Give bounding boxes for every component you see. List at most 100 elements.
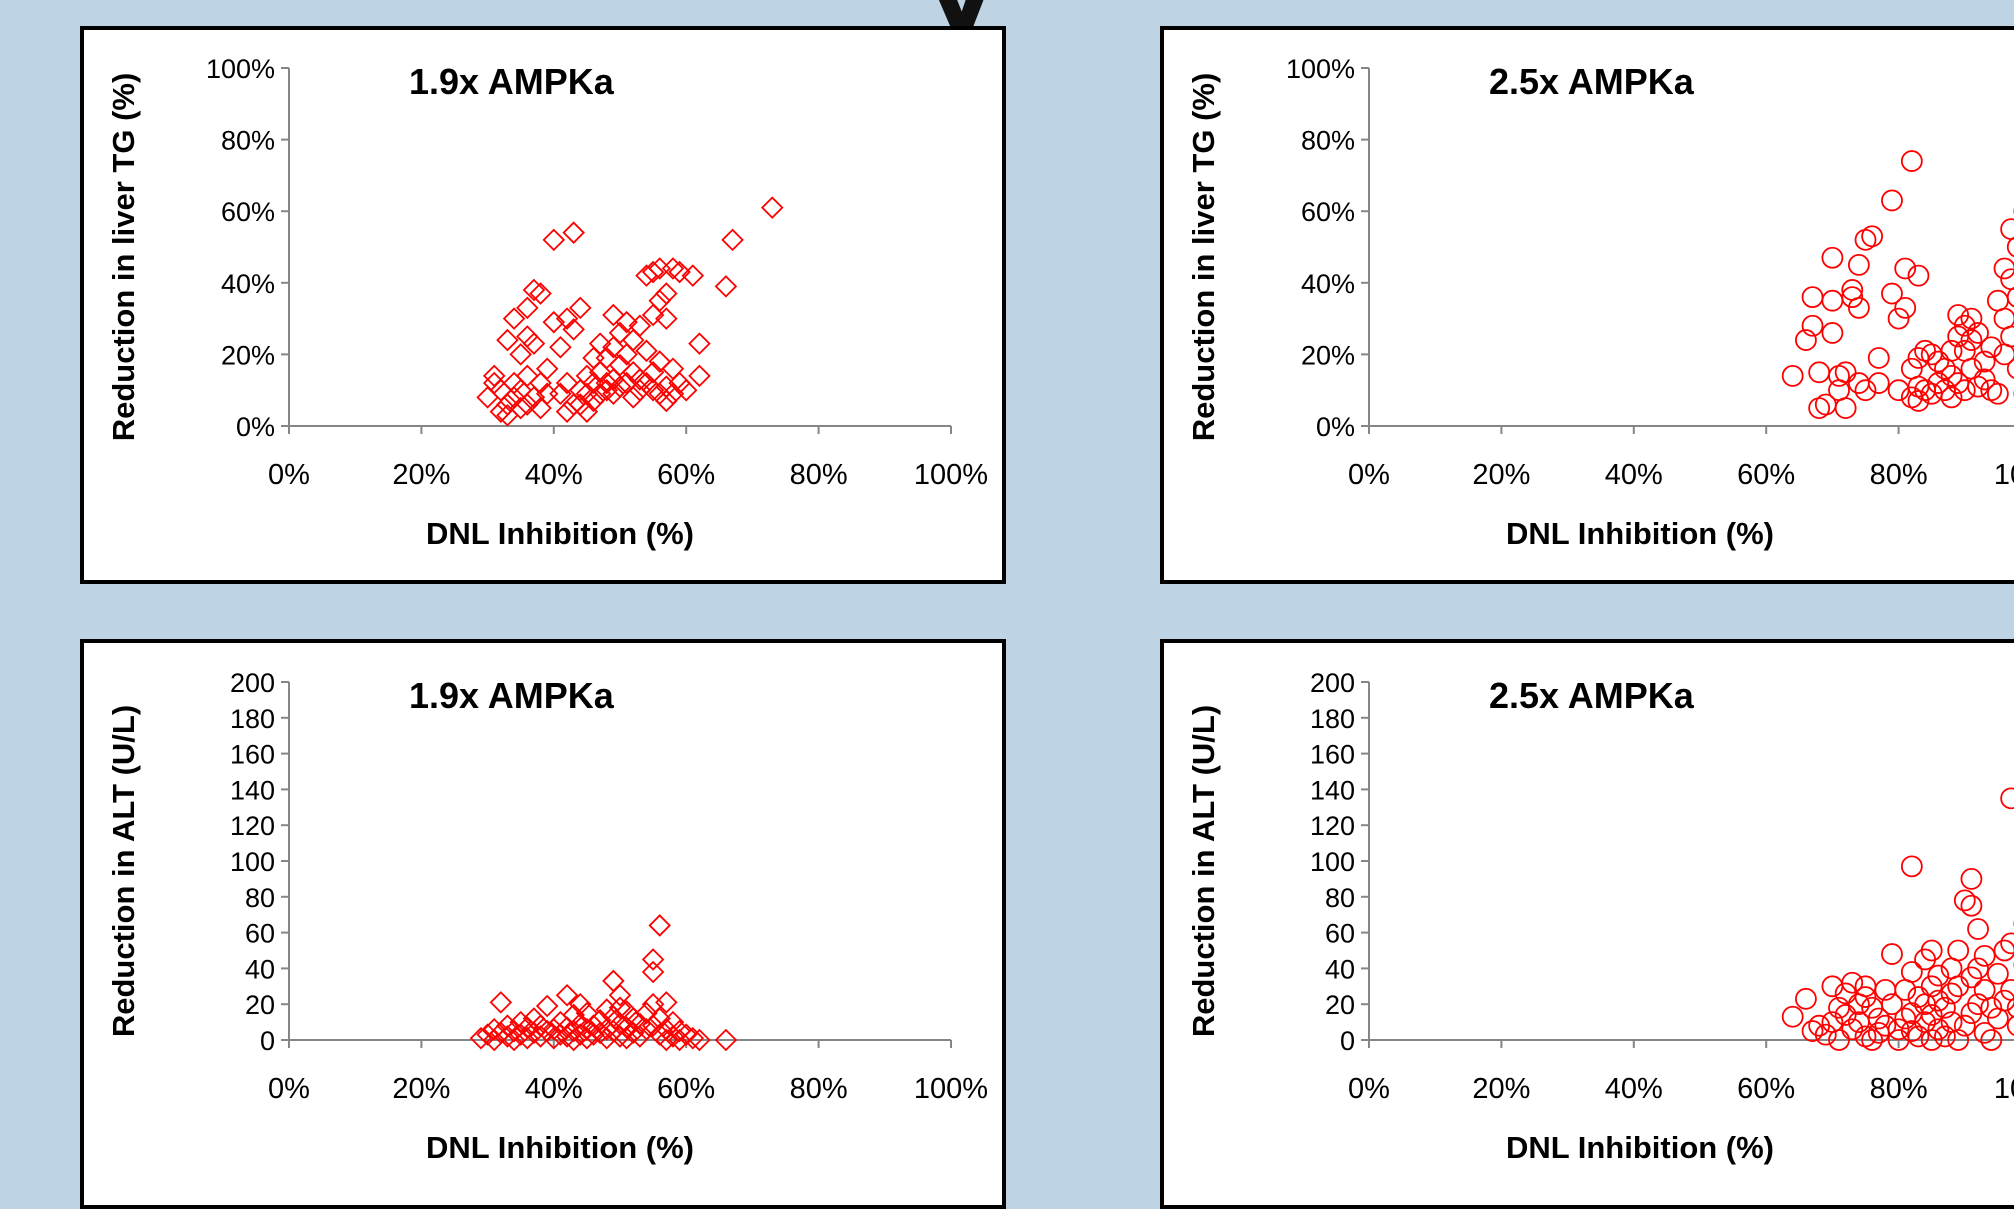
- data-point: [635, 339, 658, 363]
- data-point: [1867, 347, 1890, 369]
- data-point: [661, 257, 685, 280]
- data-point: [588, 1009, 612, 1032]
- y-tick-label: 40%: [1301, 269, 1355, 299]
- y-tick-label: 20%: [221, 340, 275, 370]
- x-tick-label: 40%: [1605, 1073, 1663, 1105]
- y-tick-label: 200: [230, 668, 275, 698]
- data-point: [1920, 1004, 1943, 1026]
- x-tick-label: 0%: [1348, 1073, 1390, 1105]
- data-point: [1907, 1025, 1930, 1048]
- data-point: [502, 1019, 526, 1043]
- x-tick-label: 20%: [1472, 1073, 1530, 1105]
- data-point: [608, 1025, 632, 1048]
- data-point: [1834, 397, 1857, 420]
- chart-panel-liver-tg-1.9x: 1.9x AMPKa 0% 20% 40% 60% 80% 100% 0% 20% 40% 60% 8…: [80, 26, 1006, 584]
- data-point: [555, 307, 579, 330]
- data-point: [1861, 225, 1884, 248]
- data-point: [1993, 307, 2014, 330]
- data-point: [575, 400, 599, 423]
- data-point: [2000, 218, 2014, 240]
- data-point: [522, 332, 546, 355]
- data-point: [641, 1014, 665, 1037]
- data-point: [1801, 314, 1824, 337]
- data-point: [1993, 939, 2014, 962]
- data-point: [529, 282, 552, 305]
- data-point: [628, 1025, 652, 1048]
- x-tick-label: 40%: [1605, 459, 1663, 491]
- data-point: [509, 1023, 532, 1046]
- data-point: [2000, 325, 2014, 348]
- data-point: [1914, 948, 1936, 971]
- x-tick-label: 60%: [657, 459, 715, 491]
- data-point: [1874, 1014, 1897, 1037]
- y-tick-label: 80%: [1301, 126, 1355, 156]
- data-point: [648, 350, 671, 373]
- data-point: [1947, 1029, 1970, 1051]
- data-point: [1920, 939, 1943, 962]
- data-point: [1920, 975, 1943, 998]
- scatter-chart: 1.9x AMPKa 0% 20% 40% 60% 80% 100% 0% 20% 40% 60% 8…: [106, 54, 988, 551]
- data-point: [1881, 943, 1903, 965]
- data-point: [1821, 246, 1844, 269]
- data-point: [1967, 375, 1989, 398]
- data-point: [1795, 329, 1817, 351]
- data-point: [1834, 1004, 1857, 1026]
- x-tick-label: 0%: [1348, 459, 1390, 491]
- y-tick-label: 120: [230, 811, 275, 841]
- x-axis-label: DNL Inhibition (%): [426, 516, 694, 551]
- data-point: [1887, 307, 1910, 330]
- data-point: [2006, 997, 2014, 1019]
- x-tick-label: 100%: [1994, 1073, 2014, 1105]
- data-point: [482, 364, 506, 388]
- data-point: [760, 196, 784, 219]
- data-point: [1960, 307, 1983, 330]
- x-tick-label: 80%: [1870, 1073, 1928, 1105]
- data-point: [2000, 787, 2014, 810]
- data-point: [608, 375, 632, 398]
- data-point: [1953, 314, 1976, 337]
- chart-panel-alt-2.5x: 2.5x AMPKa 0 20 40 60 80 100 120 140 160 180 200 0% 2…: [1160, 639, 2014, 1209]
- data-point: [661, 1025, 685, 1048]
- data-point: [1927, 1018, 1950, 1041]
- data-point: [549, 1023, 572, 1046]
- chart-panel-liver-tg-2.5x: 2.5x AMPKa 0% 20% 40% 60% 80% 100% 0% 20% 40% 60% 8…: [1160, 26, 2014, 584]
- data-point: [668, 260, 691, 284]
- data-point: [562, 1019, 585, 1043]
- data-point: [608, 353, 632, 377]
- y-axis-label: Reduction in ALT (U/L): [106, 705, 141, 1037]
- data-point: [1900, 855, 1923, 878]
- y-tick-label: 140: [230, 775, 275, 805]
- data-point: [1847, 296, 1870, 319]
- data-point: [1940, 386, 1963, 409]
- data-point: [562, 1028, 585, 1052]
- data-point: [595, 378, 619, 402]
- y-tick-label: 40: [245, 954, 275, 984]
- data-point: [489, 400, 513, 423]
- data-point: [1861, 1029, 1884, 1051]
- data-point: [655, 307, 678, 330]
- y-tick-label: 100: [1310, 847, 1355, 877]
- data-point: [1953, 1014, 1976, 1037]
- data-point: [1960, 1002, 1983, 1025]
- data-point: [661, 1010, 685, 1034]
- data-point: [595, 346, 619, 370]
- data-point: [1940, 982, 1963, 1005]
- data-point: [1854, 379, 1877, 402]
- data-point: [1980, 996, 2003, 1019]
- data-point: [1808, 361, 1831, 384]
- data-point: [668, 1019, 691, 1043]
- data-point: [1894, 257, 1917, 280]
- x-tick-label: 40%: [525, 1073, 583, 1105]
- data-point: [648, 914, 671, 937]
- data-point: [1795, 987, 1817, 1010]
- y-tick-label: 0%: [236, 412, 275, 442]
- data-point: [555, 1025, 579, 1048]
- data-point: [1841, 286, 1864, 309]
- data-point: [688, 332, 711, 355]
- data-point: [674, 378, 698, 402]
- y-tick-label: 60%: [221, 197, 275, 227]
- y-tick-label: 160: [230, 740, 275, 770]
- data-point: [655, 991, 678, 1014]
- y-tick-label: 60: [245, 919, 275, 949]
- data-point: [1907, 264, 1930, 287]
